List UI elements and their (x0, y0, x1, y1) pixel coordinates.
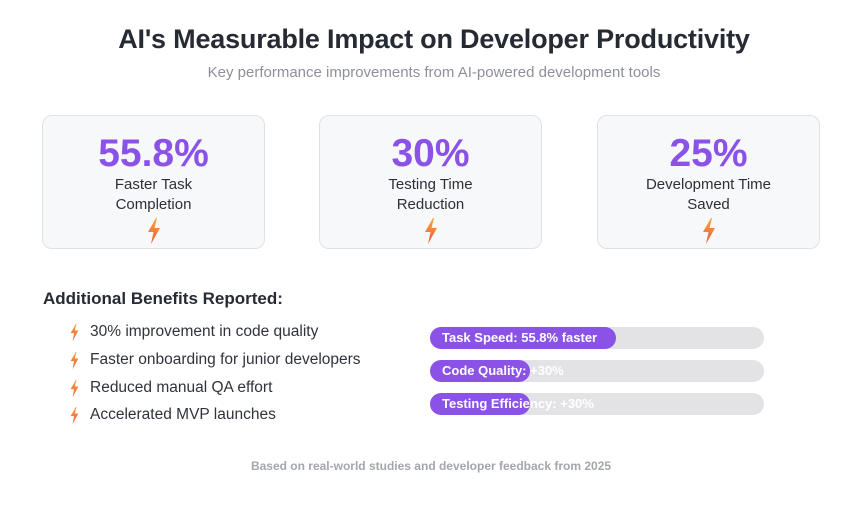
lightning-bolt-icon (70, 379, 79, 397)
progress-label: Code Quality: +30% (442, 363, 564, 378)
benefit-item: 30% improvement in code quality (69, 322, 318, 342)
stat-label: Faster Task Completion (114, 176, 193, 213)
progress-fill (430, 360, 531, 382)
progress-label: Testing Efficiency: +30% (442, 396, 594, 411)
progress-bar-testing-efficiency: Testing Efficiency: +30% (430, 393, 764, 415)
stat-card-development-time: 25% Development Time Saved (597, 115, 820, 249)
footer-note: Based on real-world studies and develope… (250, 459, 612, 473)
progress-fill (430, 327, 617, 349)
benefit-text: Faster onboarding for junior developers (90, 351, 361, 368)
stat-value: 25% (669, 132, 748, 175)
progress-bar-task-speed: Task Speed: 55.8% faster (430, 327, 764, 349)
progress-fill (430, 393, 531, 415)
benefit-text: Accelerated MVP launches (90, 406, 276, 423)
stat-value: 30% (391, 132, 470, 175)
benefit-item: Accelerated MVP launches (69, 405, 276, 425)
stat-label: Testing Time Reduction (388, 176, 473, 213)
stat-value: 55.8% (98, 132, 209, 175)
lightning-bolt-icon (147, 218, 160, 244)
page-subtitle: Key performance improvements from AI-pow… (207, 64, 661, 81)
stat-card-testing-time: 30% Testing Time Reduction (319, 115, 542, 249)
progress-bar-code-quality: Code Quality: +30% (430, 360, 764, 382)
stat-card-task-completion: 55.8% Faster Task Completion (42, 115, 265, 249)
lightning-bolt-icon (70, 323, 79, 341)
lightning-bolt-icon (702, 218, 715, 244)
lightning-bolt-icon (70, 406, 79, 424)
benefit-item: Faster onboarding for junior developers (69, 350, 361, 370)
benefit-item: Reduced manual QA effort (69, 378, 272, 398)
lightning-bolt-icon (424, 218, 437, 244)
progress-label: Task Speed: 55.8% faster (442, 330, 598, 345)
benefit-text: Reduced manual QA effort (90, 379, 273, 396)
benefits-heading: Additional Benefits Reported: (43, 289, 283, 308)
page-title: AI's Measurable Impact on Developer Prod… (118, 24, 750, 54)
lightning-bolt-icon (70, 351, 79, 369)
benefit-text: 30% improvement in code quality (90, 323, 319, 340)
stat-label: Development Time Saved (645, 176, 772, 213)
